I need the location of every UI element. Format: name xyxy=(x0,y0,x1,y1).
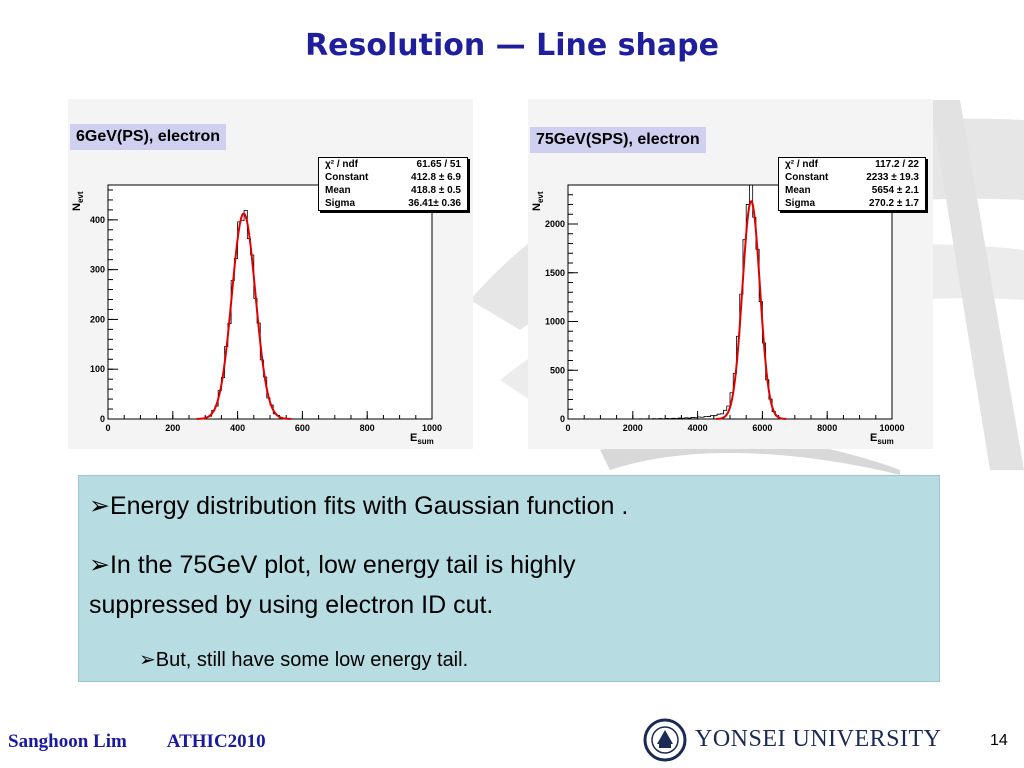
fit-stats-box: χ² / ndf 117.2 / 22 Constant 2233 ± 19.3 Mea… xyxy=(778,157,926,211)
x-axis-label: Esum xyxy=(410,432,434,446)
histogram-6gev: 0 200 400 600 800 1000 0 100 200 300 400 Esum Nevt xyxy=(71,184,442,446)
stats-label: Sigma xyxy=(325,198,356,209)
stats-value: 5654 ± 2.1 xyxy=(871,185,919,196)
slide-title: Resolution — Line shape xyxy=(305,28,719,63)
stats-row: Sigma 36.41± 0.36 xyxy=(319,197,467,210)
y-tick-label: 1000 xyxy=(545,317,565,327)
bullet-item: ➢In the 75GeV plot, low energy tail is h… xyxy=(89,551,576,579)
y-axis-label-sub: evt xyxy=(76,191,85,203)
bullet-item-continuation: suppressed by using electron ID cut. xyxy=(89,591,494,619)
histogram-series xyxy=(108,210,432,420)
histogram-75gev: 0 2000 4000 6000 8000 10000 0 500 1000 1500 2000 Es… xyxy=(531,184,905,446)
stats-value: 36.41± 0.36 xyxy=(408,198,461,209)
event-name: ATHIC2010 xyxy=(166,731,266,752)
stats-value: 270.2 ± 1.7 xyxy=(869,198,919,209)
stats-label: Sigma xyxy=(785,198,816,209)
stats-label: Constant xyxy=(785,172,829,183)
y-tick-label: 200 xyxy=(90,314,105,324)
y-tick-label: 2000 xyxy=(545,219,565,229)
stats-value: 412.8 ± 6.9 xyxy=(411,172,461,183)
y-tick-label: 0 xyxy=(560,414,565,424)
gaussian-fit-line xyxy=(716,199,787,420)
stats-label: Mean xyxy=(785,185,811,196)
y-tick-label: 1500 xyxy=(545,268,565,278)
stats-value: 418.8 ± 0.5 xyxy=(411,185,461,196)
plot-frame xyxy=(107,184,433,420)
chart-panel-75gev: 0 2000 4000 6000 8000 10000 0 500 1000 1500 2000 Es… xyxy=(528,99,933,449)
stats-row: χ² / ndf 61.65 / 51 xyxy=(319,158,467,171)
bullet-item: ➢Energy distribution fits with Gaussian … xyxy=(89,492,629,520)
x-tick-label: 400 xyxy=(230,423,245,433)
university-logo: YONSEI UNIVERSITY xyxy=(643,718,943,762)
y-tick-label: 400 xyxy=(90,215,105,225)
summary-textbox: ➢Energy distribution fits with Gaussian … xyxy=(78,475,940,682)
y-axis-label-sub: evt xyxy=(536,191,545,203)
stats-row: χ² / ndf 117.2 / 22 xyxy=(779,158,925,171)
x-axis-label-sub: sum xyxy=(877,437,893,446)
x-tick-label: 10000 xyxy=(879,423,904,433)
fit-stats-box: χ² / ndf 61.65 / 51 Constant 412.8 ± 6.9 Mea… xyxy=(318,157,468,211)
stats-label: χ² / ndf xyxy=(785,159,818,170)
arrow-bullet-icon: ➢ xyxy=(89,492,110,520)
y-tick-label: 500 xyxy=(550,365,565,375)
y-tick-label: 300 xyxy=(90,265,105,275)
stats-row: Constant 2233 ± 19.3 xyxy=(779,171,925,184)
university-name: YONSEI UNIVERSITY xyxy=(695,726,942,752)
stats-label: Constant xyxy=(325,172,369,183)
stats-value: 61.65 / 51 xyxy=(416,159,461,170)
stats-row: Mean 418.8 ± 0.5 xyxy=(319,184,467,197)
x-tick-label: 8000 xyxy=(817,423,837,433)
y-tick-label: 0 xyxy=(100,414,105,424)
footer-credits: Sanghoon Lim ATHIC2010 xyxy=(8,731,306,753)
chart-panel-6gev: 0 200 400 600 800 1000 0 100 200 300 400 Esum Nevt χ… xyxy=(68,99,473,449)
x-tick-label: 200 xyxy=(165,423,180,433)
university-seal-icon xyxy=(643,718,687,762)
x-tick-label: 2000 xyxy=(623,423,643,433)
stats-label: χ² / ndf xyxy=(325,159,358,170)
x-axis-label: Esum xyxy=(870,432,894,446)
x-tick-label: 0 xyxy=(105,423,110,433)
chart-label-6gev: 6GeV(PS), electron xyxy=(70,124,227,150)
x-tick-label: 600 xyxy=(295,423,310,433)
x-tick-label: 4000 xyxy=(688,423,708,433)
gaussian-fit-line xyxy=(196,212,291,420)
y-tick-label: 100 xyxy=(90,364,105,374)
x-tick-label: 0 xyxy=(565,423,570,433)
stats-value: 117.2 / 22 xyxy=(875,159,919,170)
plot-frame xyxy=(567,184,893,420)
chart-label-75gev: 75GeV(SPS), electron xyxy=(530,127,706,153)
stats-value: 2233 ± 19.3 xyxy=(866,172,919,183)
x-tick-label: 800 xyxy=(360,423,375,433)
stats-row: Sigma 270.2 ± 1.7 xyxy=(779,197,925,210)
arrow-bullet-icon: ➢ xyxy=(89,551,110,579)
x-tick-label: 6000 xyxy=(752,423,772,433)
sub-bullet-item: ➢But, still have some low energy tail. xyxy=(139,649,469,671)
stats-row: Mean 5654 ± 2.1 xyxy=(779,184,925,197)
arrow-bullet-icon: ➢ xyxy=(139,649,156,671)
page-number: 14 xyxy=(990,732,1008,749)
histogram-series xyxy=(568,184,892,420)
stats-row: Constant 412.8 ± 6.9 xyxy=(319,171,467,184)
y-axis-label: Nevt xyxy=(71,191,85,211)
y-axis-label: Nevt xyxy=(531,191,545,211)
x-tick-label: 1000 xyxy=(422,423,442,433)
x-axis-label-sub: sum xyxy=(417,437,433,446)
author-name: Sanghoon Lim xyxy=(8,731,127,752)
stats-label: Mean xyxy=(325,185,351,196)
